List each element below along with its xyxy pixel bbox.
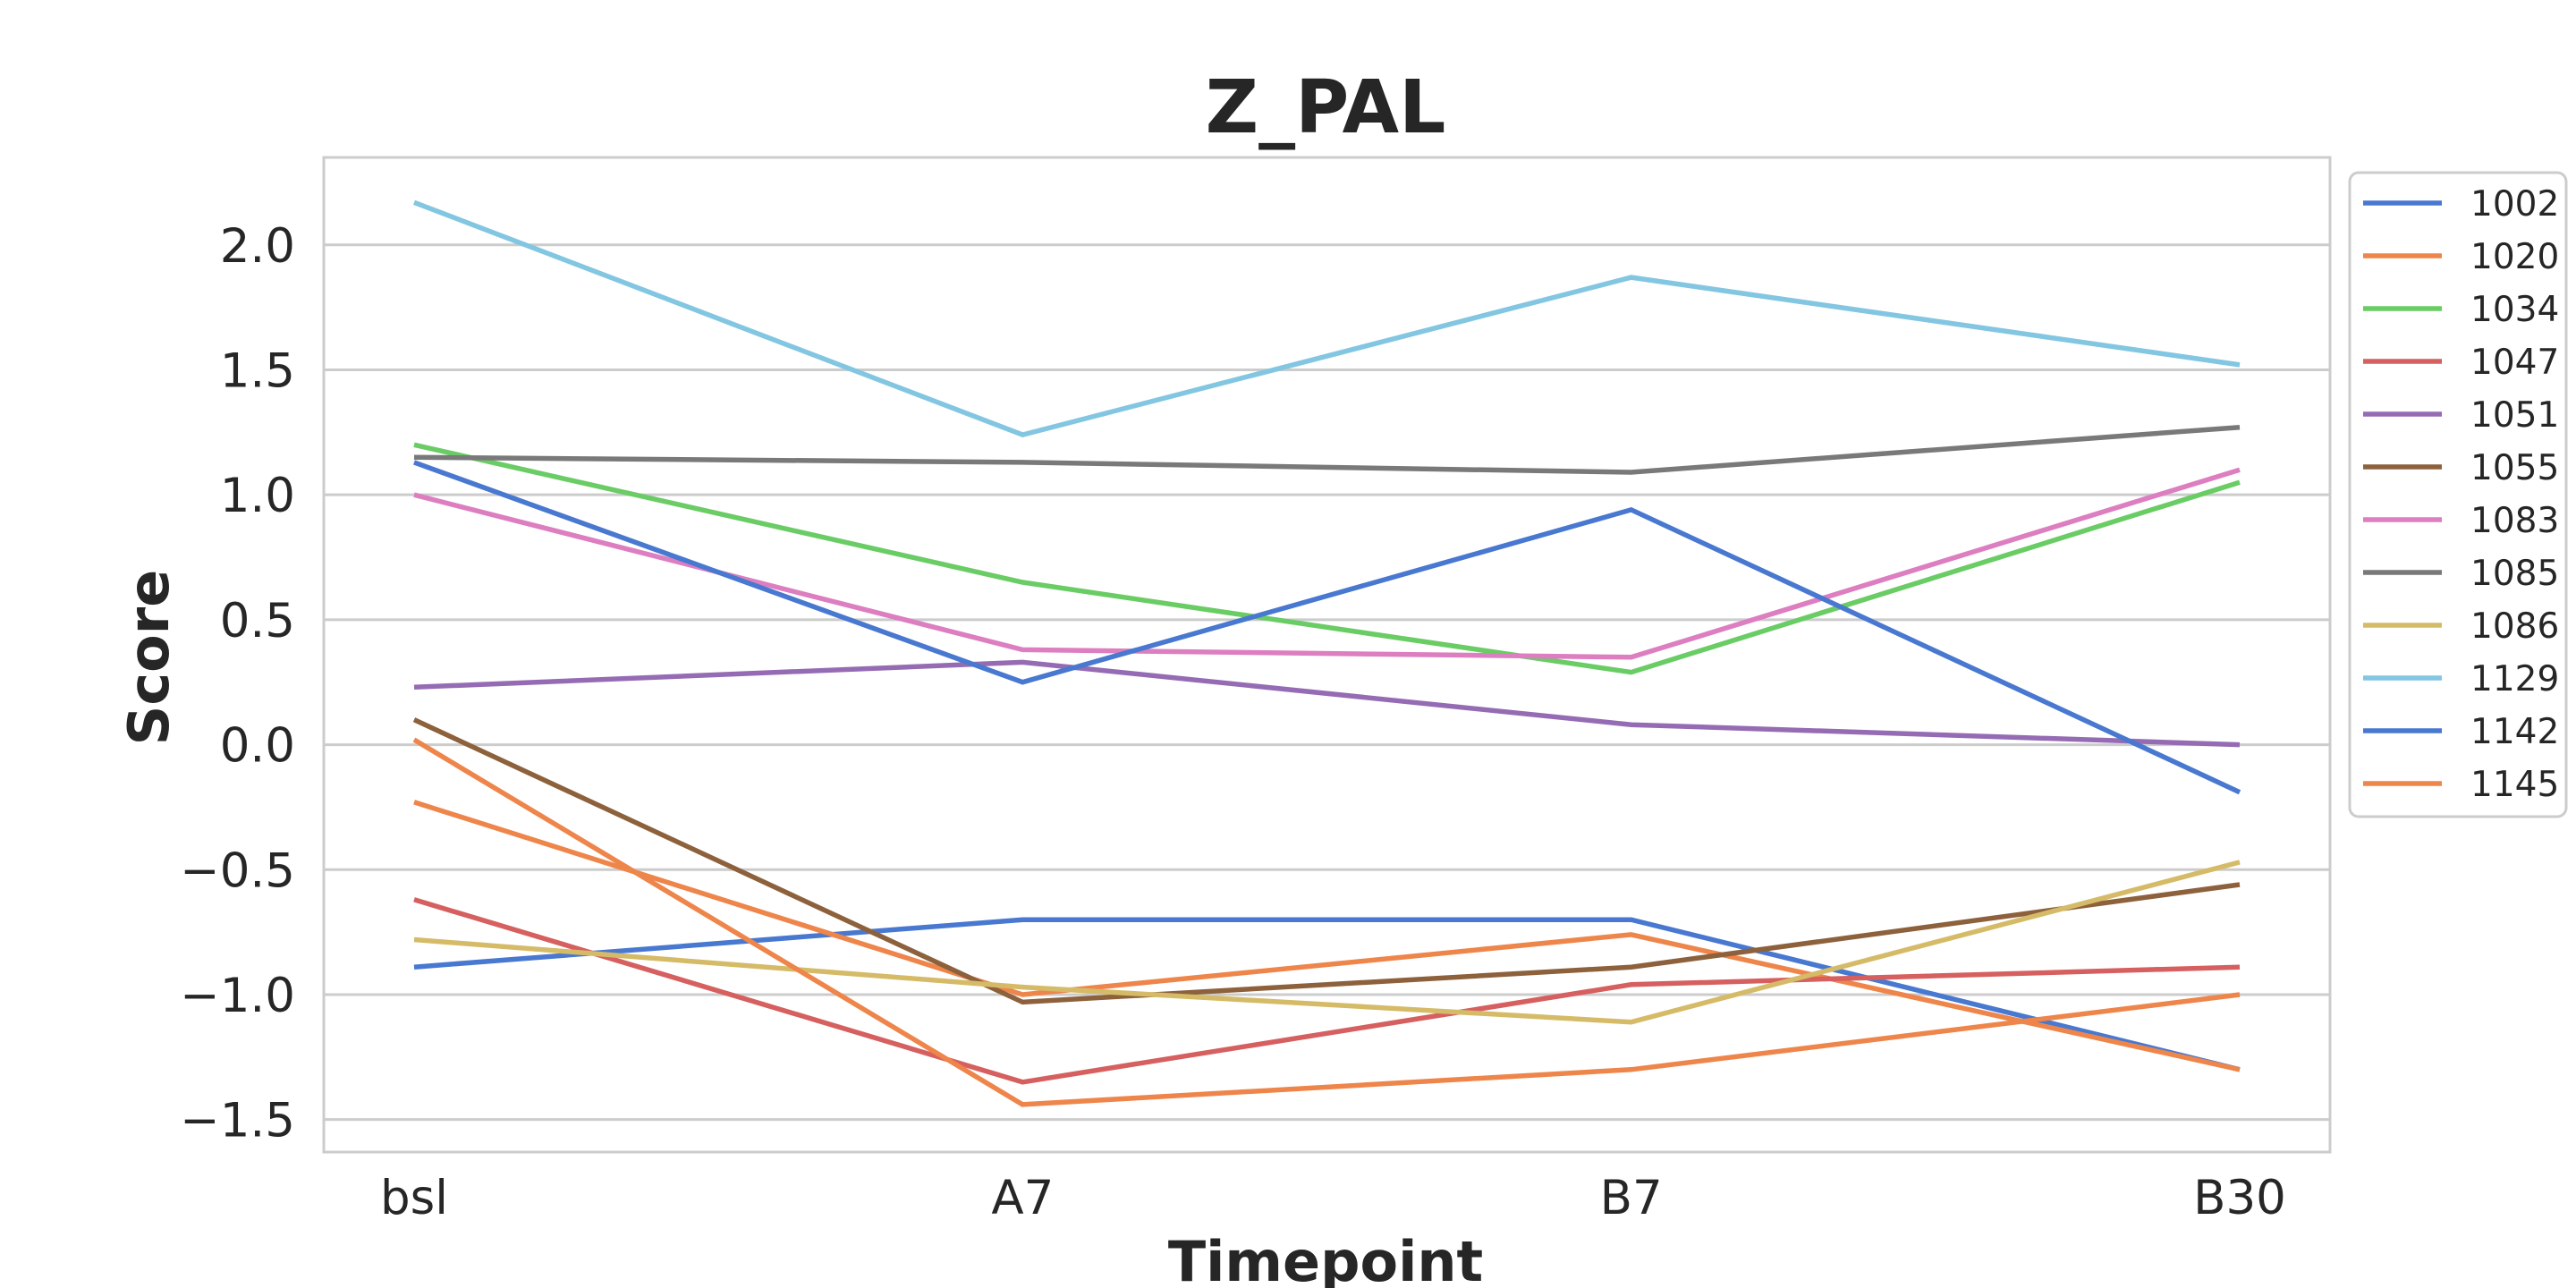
series-line-1047 [413,897,2241,1085]
legend: 1002 1020 1034 1047 1051 1055 1083 1085 1086 1129… [2348,171,2568,818]
series-line-1145 [412,737,2241,1107]
y-tick-label: −0.5 [180,843,295,898]
legend-label-1055: 1055 [2470,448,2559,488]
legend-label-1086: 1086 [2470,606,2559,647]
chart-title: Z_PAL [1206,65,1446,150]
legend-label-1051: 1051 [2470,395,2559,436]
series-line-1086 [413,860,2241,1025]
legend-box [2348,171,2568,818]
x-tick-label: B30 [2193,1171,2286,1225]
x-tick-labels: bsl A7 B7 B30 [380,1171,2286,1225]
y-tick-label: 1.5 [220,343,295,398]
series-line-1020 [413,800,2241,1072]
plot-frame [322,156,2332,1154]
legend-label-1142: 1142 [2470,712,2559,752]
series-line-1034 [413,442,2241,675]
y-tick-label: 0.0 [220,719,295,774]
x-axis-label: Timepoint [1168,1229,1483,1288]
x-tick-label: A7 [991,1171,1054,1225]
legend-label-1085: 1085 [2470,554,2559,594]
series-line-1051 [413,659,2241,748]
legend-label-1034: 1034 [2470,290,2559,330]
legend-label-1129: 1129 [2470,659,2559,699]
y-gridlines [324,243,2330,1122]
legend-label-1047: 1047 [2470,343,2559,383]
x-tick-label: B7 [1600,1171,1663,1225]
y-tick-label: −1.5 [180,1094,295,1148]
series-line-1085 [413,424,2241,475]
y-axis-label: Score [116,570,182,746]
legend-label-1145: 1145 [2470,765,2559,805]
y-tick-labels: 2.0 1.5 1.0 0.5 0.0 −0.5 −1.0 −1.5 [180,219,295,1148]
legend-label-1020: 1020 [2470,237,2559,277]
y-tick-label: 0.5 [220,594,295,648]
series-line-1055 [412,717,2241,1005]
y-tick-label: 2.0 [220,219,295,274]
series-lines [412,199,2241,1107]
legend-label-1002: 1002 [2470,184,2559,225]
series-line-1002 [413,917,2241,1072]
x-tick-label: bsl [380,1171,448,1225]
y-tick-label: −1.0 [180,969,295,1023]
legend-label-1083: 1083 [2470,501,2559,541]
series-line-1129 [413,199,2241,437]
y-tick-label: 1.0 [220,469,295,523]
series-line-1142 [413,460,2241,795]
